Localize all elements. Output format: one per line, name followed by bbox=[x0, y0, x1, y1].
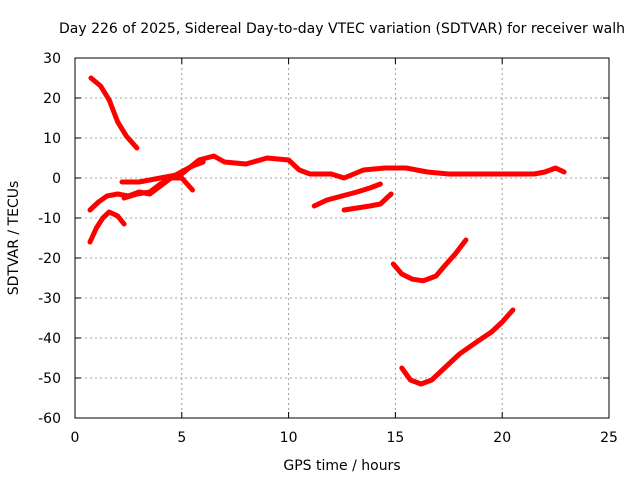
series-line-pass-6 bbox=[311, 181, 383, 209]
series-line-pass-1 bbox=[88, 75, 140, 151]
x-tick-label: 20 bbox=[493, 430, 511, 446]
series-line-pass-9 bbox=[399, 307, 516, 387]
chart-title: Day 226 of 2025, Sidereal Day-to-day VTE… bbox=[59, 21, 625, 37]
y-tick-label: 30 bbox=[43, 51, 61, 67]
y-tick-label: 20 bbox=[43, 91, 61, 107]
y-tick-label: -30 bbox=[38, 291, 61, 307]
x-tick-label: 5 bbox=[177, 430, 186, 446]
series-line-pass-4 bbox=[119, 153, 567, 185]
series-line-pass-2 bbox=[87, 209, 127, 245]
plot-frame bbox=[74, 57, 610, 419]
x-tick-label: 0 bbox=[71, 430, 80, 446]
x-tick-label: 15 bbox=[386, 430, 404, 446]
grid bbox=[75, 58, 609, 418]
series-line-pass-7 bbox=[341, 191, 394, 213]
x-tick-label: 10 bbox=[280, 430, 298, 446]
y-axis-label: SDTVAR / TECUs bbox=[6, 181, 22, 296]
axis-ticks: 0 5 10 15 20 25 -60 -50 -40 -30 -20 -10 0 10 20 30 bbox=[38, 51, 618, 446]
y-tick-label: -50 bbox=[38, 371, 61, 387]
series-group bbox=[87, 75, 567, 387]
y-tick-label: 0 bbox=[52, 171, 61, 187]
series-line-pass-8 bbox=[390, 237, 469, 284]
x-axis-label: GPS time / hours bbox=[283, 458, 400, 474]
y-tick-label: 10 bbox=[43, 131, 61, 147]
series-line-pass-5 bbox=[121, 159, 206, 201]
y-tick-label: -60 bbox=[38, 411, 61, 427]
y-tick-label: -40 bbox=[38, 331, 61, 347]
y-tick-label: -20 bbox=[38, 251, 61, 267]
y-tick-label: -10 bbox=[38, 211, 61, 227]
x-tick-label: 25 bbox=[600, 430, 618, 446]
